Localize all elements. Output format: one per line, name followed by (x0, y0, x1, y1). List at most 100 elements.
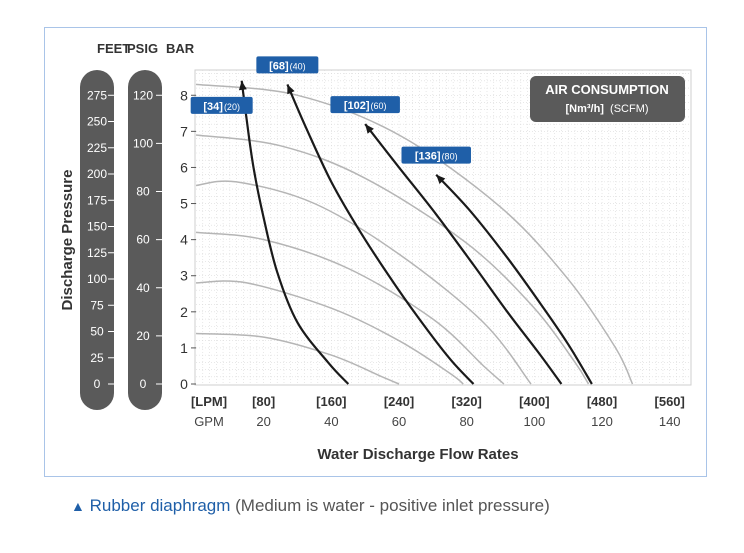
curve-label-text: [102](60) (344, 100, 387, 112)
y-tick-bar: 8 (180, 87, 188, 103)
unit-label-bar: BAR (166, 41, 195, 56)
y-tick-psig: 20 (136, 329, 150, 343)
y-tick-bar: 0 (180, 376, 188, 392)
pressure-curves (195, 83, 634, 385)
curve-arrowhead (436, 174, 446, 184)
unit-label-feet: FEET (97, 41, 130, 56)
x-tick-labels: [80] 20 [160] 40 [240] 60 [320] 80 [400] 100 [480]… (252, 394, 685, 429)
legend-units-scfm: (SCFM) (610, 103, 649, 115)
y-tick-psig: 0 (140, 377, 147, 391)
curve-label-tag: [102](60) (330, 96, 400, 114)
x-tick-lpm: [400] (519, 394, 549, 409)
x-tick-gpm: 140 (659, 414, 681, 429)
y-tick-psig: 120 (133, 88, 153, 102)
y-tick-feet: 75 (90, 298, 104, 312)
y-tick-bar: 4 (180, 232, 188, 248)
x-tick-lpm: [320] (452, 394, 482, 409)
pressure-curve (195, 134, 590, 385)
air-consumption-curve (364, 123, 563, 385)
x-tick-gpm: 20 (256, 414, 270, 429)
chart-frame: FEET PSIG BAR Discharge Pressure 0 1 2 3 4 5 6… (44, 27, 707, 477)
curve-label-nm3h: [68] (269, 60, 289, 72)
x-tick-gpm: 40 (324, 414, 338, 429)
curve-arrowhead (238, 80, 247, 91)
y-tick-psig: 60 (136, 233, 150, 247)
curve-label-bg (256, 56, 319, 74)
pressure-curve (195, 83, 634, 385)
pressure-curve (195, 180, 532, 385)
curve-arrowhead (287, 84, 295, 95)
y-tick-bar: 5 (180, 196, 188, 212)
curve-label-scfm: (20) (224, 102, 240, 112)
legend-title: AIR CONSUMPTION (545, 82, 669, 97)
y-tick-psig: 40 (136, 281, 150, 295)
curve-label-tag: [34](20) (190, 96, 253, 114)
x-unit-gpm: GPM (194, 414, 224, 429)
y-tick-feet: 250 (87, 115, 107, 129)
y-tick-psig: 100 (133, 136, 153, 150)
y-tick-feet: 125 (87, 246, 107, 260)
x-tick-gpm: 80 (459, 414, 473, 429)
curve-label-scfm: (60) (371, 101, 387, 111)
pressure-curve (195, 231, 505, 385)
x-tick-lpm: [560] (655, 394, 685, 409)
y-tick-labels: 0123456780255075100125150175200225250275… (87, 87, 196, 392)
y-axis-title: Discharge Pressure (59, 170, 76, 311)
pressure-curve (195, 280, 464, 385)
curve-label-text: [136](80) (415, 151, 458, 163)
y-tick-feet: 200 (87, 167, 107, 181)
curve-label-nm3h: [136] (415, 151, 441, 163)
curve-labels: [34](20) [68](40) [102](60) [136](80) (190, 56, 471, 164)
x-tick-gpm: 100 (524, 414, 546, 429)
curve-label-tag: [136](80) (401, 146, 471, 164)
y-tick-psig: 80 (136, 185, 150, 199)
pressure-curve (195, 332, 400, 385)
air-consumption-curve (286, 83, 475, 385)
x-axis-title: Water Discharge Flow Rates (317, 446, 518, 463)
legend-box (530, 76, 685, 122)
pump-performance-chart: FEET PSIG BAR Discharge Pressure 0 1 2 3 4 5 6… (59, 41, 692, 463)
plot-area (194, 69, 692, 386)
x-tick-lpm: [480] (587, 394, 617, 409)
y-tick-bar: 2 (180, 304, 188, 320)
y-tick-feet: 175 (87, 193, 107, 207)
y-tick-bar: 1 (180, 340, 188, 356)
x-unit-lpm: [LPM] (191, 394, 227, 409)
y-tick-feet: 0 (94, 377, 101, 391)
curve-label-nm3h: [34] (203, 101, 223, 113)
x-tick-lpm: [80] (252, 394, 275, 409)
y-tick-feet: 50 (90, 325, 104, 339)
curve-label-bg (401, 146, 471, 164)
legend-units-nm3h: [Nm³/h] (565, 103, 604, 115)
caption-label: Rubber diaphragm (89, 496, 231, 515)
triangle-icon: ▲ (71, 498, 85, 514)
unit-label-psig: PSIG (127, 41, 158, 56)
curve-label-nm3h: [102] (344, 100, 370, 112)
air-consumption-curve (240, 80, 350, 385)
curve-label-scfm: (80) (442, 152, 458, 162)
curve-label-text: [68](40) (269, 60, 306, 72)
y-tick-feet: 25 (90, 351, 104, 365)
y-tick-feet: 275 (87, 88, 107, 102)
feet-scale-bar (80, 70, 114, 410)
x-tick-lpm: [160] (316, 394, 346, 409)
y-tick-bar: 6 (180, 159, 188, 175)
y-tick-feet: 100 (87, 272, 107, 286)
curve-label-bg (330, 96, 400, 114)
y-tick-feet: 150 (87, 220, 107, 234)
y-tick-feet: 225 (87, 141, 107, 155)
x-tick-lpm: [240] (384, 394, 414, 409)
curve-label-tag: [68](40) (256, 56, 319, 74)
figure-caption: ▲ Rubber diaphragm (Medium is water - po… (71, 496, 550, 516)
air-consumption-curves (238, 80, 593, 385)
air-consumption-curve (435, 173, 593, 385)
y-tick-bar: 3 (180, 268, 188, 284)
curve-label-text: [34](20) (203, 101, 240, 113)
curve-label-bg (190, 96, 253, 114)
psig-scale-bar (128, 70, 162, 410)
y-tick-bar: 7 (180, 123, 188, 139)
x-tick-gpm: 120 (591, 414, 613, 429)
curve-label-scfm: (40) (290, 61, 306, 71)
caption-note: (Medium is water - positive inlet pressu… (235, 496, 550, 515)
x-tick-gpm: 60 (392, 414, 406, 429)
